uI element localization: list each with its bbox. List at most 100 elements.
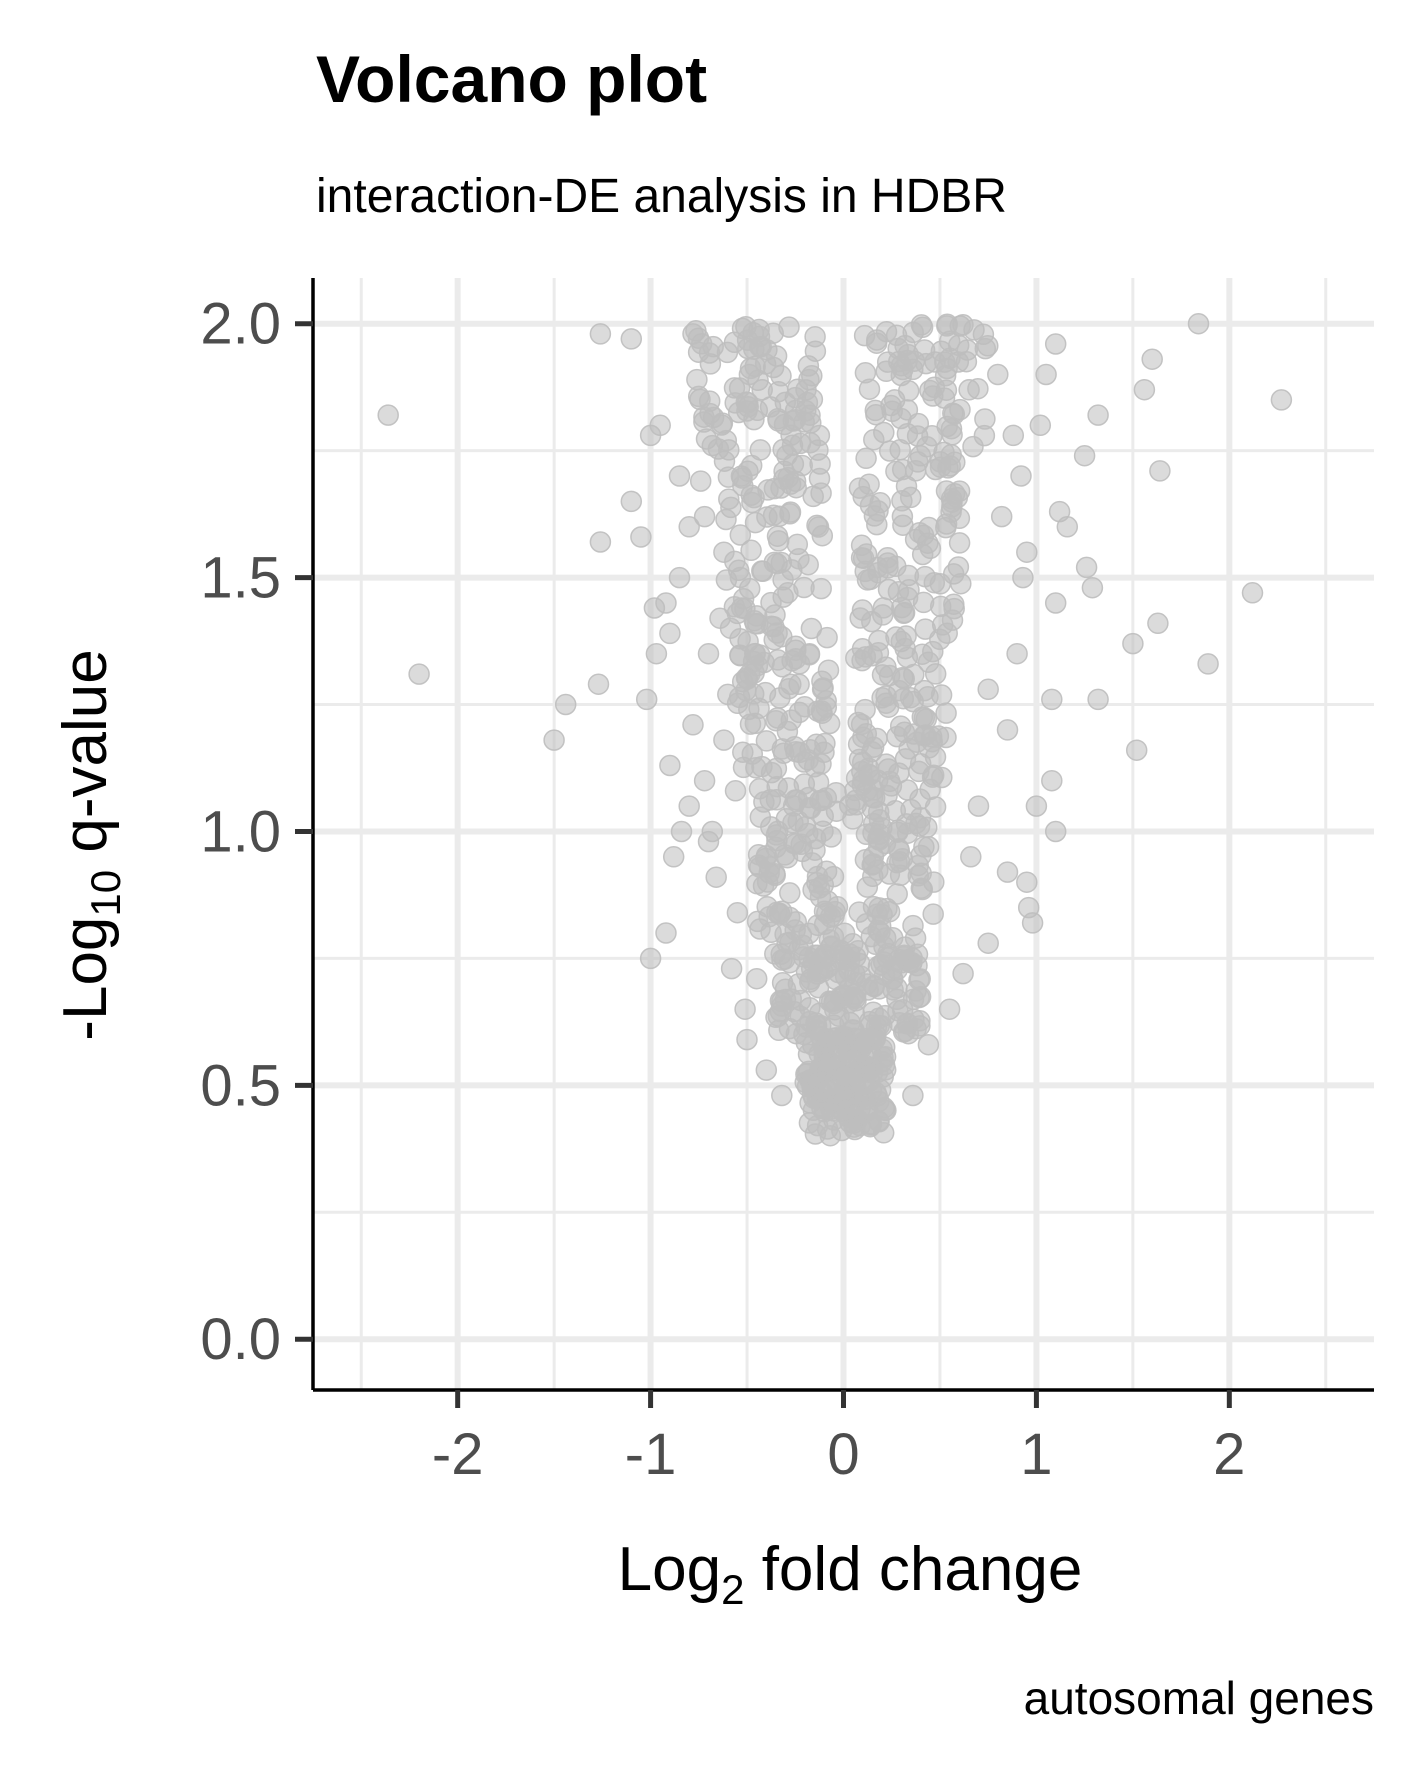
data-point: [749, 644, 771, 666]
data-point: [996, 719, 1019, 741]
data-point: [856, 876, 879, 898]
data-point: [929, 456, 952, 478]
data-point: [853, 324, 876, 347]
data-point: [1012, 566, 1034, 589]
data-point: [682, 323, 704, 345]
data-point: [897, 343, 919, 366]
data-point: [765, 345, 788, 367]
data-point: [620, 328, 643, 350]
data-point: [886, 883, 908, 905]
data-point: [1041, 688, 1063, 711]
data-point: [822, 865, 845, 888]
data-point: [897, 564, 920, 587]
data-point: [1044, 333, 1067, 355]
data-point: [938, 998, 961, 1020]
data-point: [701, 434, 724, 457]
data-point: [891, 596, 913, 619]
data-point: [820, 826, 843, 848]
chart-caption: autosomal genes: [1024, 1672, 1374, 1724]
data-point: [1021, 912, 1044, 934]
data-point: [734, 597, 756, 620]
data-point: [810, 482, 832, 504]
y-tick-label: 2.0: [200, 292, 281, 357]
data-point: [872, 604, 894, 626]
data-point: [950, 572, 972, 595]
data-point: [972, 323, 995, 346]
x-axis-title-rest: fold change: [744, 1535, 1082, 1604]
data-point: [786, 378, 809, 400]
tick-labels: -2 -1 0 1 2 0.0 0.5 1.0 1.5 2.0: [200, 292, 1245, 1487]
data-point: [987, 363, 1009, 386]
data-point: [962, 435, 984, 458]
data-point: [935, 702, 957, 724]
data-point: [902, 1084, 924, 1107]
data-point: [844, 1118, 866, 1141]
data-point: [771, 625, 793, 648]
data-point: [798, 922, 820, 945]
data-point: [697, 642, 720, 665]
data-point: [889, 715, 912, 737]
data-point: [785, 476, 807, 499]
data-point: [630, 526, 652, 548]
data-point: [668, 465, 691, 487]
data-point: [909, 806, 932, 829]
data-point: [947, 351, 970, 373]
data-point: [1087, 404, 1109, 426]
data-point: [856, 569, 879, 591]
y-axis-title: -Log10 q-value: [51, 649, 129, 1040]
data-point: [751, 379, 773, 401]
data-point: [949, 315, 971, 337]
data-point: [793, 773, 816, 795]
data-point: [917, 532, 939, 554]
data-point: [716, 341, 739, 364]
x-axis-title-main: Log: [618, 1535, 721, 1604]
data-point: [686, 368, 708, 391]
data-point: [792, 946, 815, 968]
y-axis-title-rest: q-value: [51, 649, 120, 870]
grid-lines: [313, 278, 1374, 1390]
data-point: [808, 877, 831, 899]
data-point: [875, 692, 897, 714]
data-point: [858, 1044, 880, 1066]
data-point: [1087, 688, 1109, 711]
data-point: [715, 508, 737, 531]
data-point: [1197, 653, 1219, 675]
data-point: [720, 957, 743, 980]
data-point: [766, 525, 789, 547]
data-point: [891, 458, 914, 481]
data-point: [873, 421, 895, 444]
data-point: [914, 618, 937, 640]
data-point: [736, 391, 759, 414]
data-point: [659, 754, 681, 777]
data-point: [678, 795, 700, 817]
data-point: [699, 402, 721, 425]
data-point: [763, 477, 786, 500]
data-point: [763, 551, 786, 574]
chart-subtitle: interaction-DE analysis in HDBR: [316, 170, 1007, 223]
data-point: [713, 541, 735, 563]
data-point: [693, 505, 716, 528]
data-point: [776, 444, 798, 467]
data-point: [755, 730, 778, 752]
data-point: [784, 789, 807, 811]
data-point: [909, 445, 932, 467]
data-point: [871, 816, 893, 839]
chart-title: Volcano plot: [316, 42, 707, 116]
data-point: [948, 532, 971, 554]
data-point: [744, 712, 767, 735]
data-point: [967, 377, 989, 400]
data-point: [912, 591, 935, 614]
data-point: [1187, 312, 1210, 335]
data-point: [668, 566, 691, 589]
data-point: [745, 967, 768, 990]
data-point: [645, 642, 668, 665]
data-point: [1056, 516, 1079, 538]
data-point: [732, 741, 754, 763]
data-point: [904, 927, 927, 949]
data-point: [764, 604, 786, 626]
data-point: [1081, 576, 1104, 599]
data-point: [901, 951, 923, 974]
data-point: [977, 678, 999, 701]
data-point: [777, 582, 799, 604]
data-point: [952, 962, 974, 985]
